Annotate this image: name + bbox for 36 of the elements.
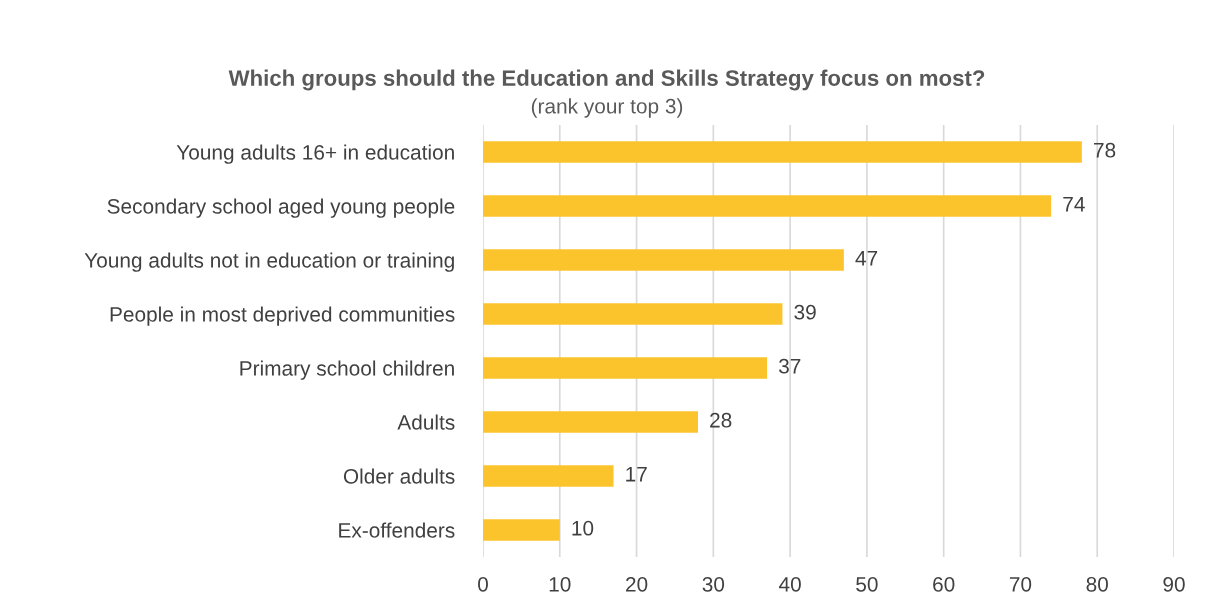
chart-subtitle: (rank your top 3) [531,98,683,118]
x-tick-label: 50 [856,576,878,592]
y-tick-label: People in most deprived communities [110,306,455,326]
data-label: 39 [794,304,816,320]
x-tick-label: 10 [549,576,571,592]
x-tick-label: 20 [626,576,648,592]
x-tick-label: 40 [779,576,801,592]
x-tick-label: 90 [1163,576,1185,592]
y-tick-label: Ex-offenders [339,522,455,538]
x-tick-label: 60 [933,576,955,592]
bar [483,519,560,541]
data-label: 74 [1063,197,1085,212]
data-label: 17 [626,467,647,482]
y-tick-label: Secondary school aged young people [107,198,455,218]
data-label: 78 [1094,142,1116,158]
y-tick-label: Adults [397,414,455,430]
y-tick-label: Young adults not in education or training [84,252,454,272]
x-tick-label: 30 [702,576,725,592]
y-tick-label: Older adults [343,468,455,484]
data-label: 37 [778,358,801,374]
data-label: 47 [855,251,878,266]
y-tick-label: Primary school children [240,360,454,380]
bar [483,141,1082,163]
bar [483,195,1052,217]
bar [483,357,768,379]
bar [483,303,783,325]
x-tick-label: 80 [1086,576,1108,592]
bar [483,249,844,271]
y-tick-label: Young adults 16+ in education [176,144,454,164]
data-label: 10 [572,520,594,536]
chart-title: Which groups should the Education and Skills Strategy focus on most? [228,69,985,91]
data-label: 28 [710,412,732,428]
x-tick-label: 0 [478,576,488,592]
bar [483,411,698,433]
x-tick-label: 70 [1009,576,1032,592]
bar [483,465,614,487]
